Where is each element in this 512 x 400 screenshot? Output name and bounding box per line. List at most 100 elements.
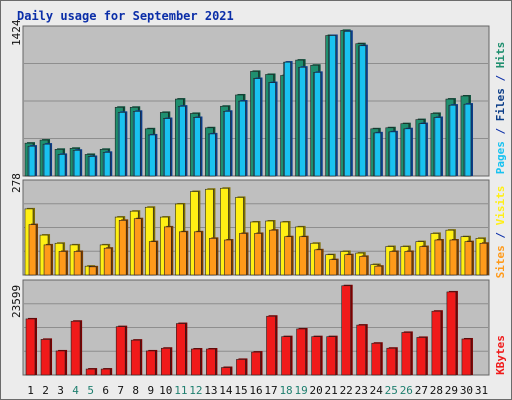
x-tick-label: 21 bbox=[325, 384, 338, 397]
x-tick-label: 1 bbox=[27, 384, 34, 397]
x-tick-label: 29 bbox=[445, 384, 458, 397]
sites-bar bbox=[479, 242, 488, 276]
x-tick-label: 27 bbox=[415, 384, 428, 397]
x-tick-label: 8 bbox=[132, 384, 139, 397]
sites-bar bbox=[269, 229, 277, 276]
kbytes-bar bbox=[176, 323, 186, 376]
sites-bar bbox=[299, 236, 307, 276]
sites-bar bbox=[179, 231, 187, 276]
pages-bar bbox=[209, 133, 216, 177]
hits-files-pages-bars bbox=[24, 29, 488, 177]
pages-bar bbox=[329, 35, 336, 177]
sites-bar bbox=[254, 233, 262, 276]
sites-bar bbox=[43, 244, 52, 276]
kbytes-bar bbox=[130, 339, 141, 376]
x-tick-label: 25 bbox=[385, 384, 398, 397]
series-label-part: KBytes bbox=[494, 335, 507, 375]
kbytes-bar bbox=[356, 324, 367, 376]
pages-bar bbox=[58, 154, 66, 177]
pages-bar bbox=[404, 128, 412, 177]
x-tick-label: 19 bbox=[294, 384, 307, 397]
kbytes-bar bbox=[446, 291, 457, 376]
visits-sites-panel: 278 Sites / Visits bbox=[10, 173, 507, 278]
kbytes-bar bbox=[191, 348, 201, 376]
x-tick-label: 31 bbox=[475, 384, 488, 397]
pages-bar bbox=[103, 152, 111, 177]
pages-bar bbox=[88, 156, 96, 177]
kbytes-bar bbox=[100, 368, 111, 376]
sites-bar bbox=[404, 251, 413, 276]
sites-bar bbox=[133, 218, 142, 276]
x-tick-label: 5 bbox=[87, 384, 94, 397]
pages-bar bbox=[194, 117, 201, 177]
visits-ymax-label: 278 bbox=[10, 173, 23, 193]
x-tick-label: 2 bbox=[42, 384, 49, 397]
pages-bar bbox=[434, 117, 442, 177]
pages-bar bbox=[344, 31, 351, 177]
x-axis-day-labels: 1 2 3 4 5 6 7 8 9 10 11 12 13 14 15 16 17 18 19 20 21 22 23 24 2… bbox=[27, 384, 488, 397]
sites-bar bbox=[73, 251, 82, 276]
pages-bar bbox=[449, 104, 457, 177]
x-tick-label: 9 bbox=[147, 384, 154, 397]
pages-bar bbox=[133, 111, 141, 177]
pages-bar bbox=[163, 118, 171, 177]
sites-bar bbox=[28, 224, 37, 276]
pages-bar bbox=[254, 78, 261, 177]
x-tick-label: 13 bbox=[204, 384, 217, 397]
sites-bar bbox=[148, 241, 157, 276]
series-label-part: Files bbox=[494, 88, 507, 121]
x-tick-label: 16 bbox=[249, 384, 262, 397]
hits-ymax-label: 1424 bbox=[10, 19, 23, 46]
x-tick-label: 20 bbox=[310, 384, 323, 397]
x-tick-label: 24 bbox=[370, 384, 384, 397]
sites-bar bbox=[374, 265, 383, 276]
pages-bar bbox=[43, 143, 51, 177]
sites-bar bbox=[389, 251, 398, 276]
kbytes-bar bbox=[341, 285, 351, 376]
kbytes-panel: 23599 KBytes bbox=[10, 279, 507, 376]
hits-files-pages-label: Pages / Files / Hits bbox=[494, 42, 507, 175]
kbytes-bar bbox=[386, 347, 397, 376]
sites-bar bbox=[344, 254, 352, 276]
pages-bar bbox=[28, 145, 36, 177]
sites-bar bbox=[464, 241, 473, 276]
kbytes-bar bbox=[236, 359, 246, 376]
series-label-part: / bbox=[494, 121, 507, 141]
x-tick-label: 15 bbox=[234, 384, 247, 397]
pages-bar bbox=[359, 45, 367, 177]
sites-bar bbox=[194, 231, 202, 276]
pages-bar bbox=[299, 66, 306, 177]
sites-bar bbox=[88, 266, 97, 276]
x-tick-label: 23 bbox=[355, 384, 368, 397]
kbytes-bar bbox=[461, 338, 472, 376]
kbytes-bar bbox=[266, 315, 276, 376]
pages-bar bbox=[118, 112, 126, 177]
sites-bar bbox=[118, 220, 127, 276]
x-tick-label: 28 bbox=[430, 384, 443, 397]
kbytes-bar bbox=[221, 367, 231, 376]
pages-bar bbox=[73, 150, 81, 177]
sites-bar bbox=[419, 246, 428, 276]
sites-bar bbox=[239, 233, 247, 276]
kbytes-bar bbox=[70, 320, 81, 376]
x-tick-label: 14 bbox=[219, 384, 233, 397]
kbytes-bar bbox=[401, 332, 412, 376]
kbytes-bar bbox=[416, 337, 427, 376]
series-label-part: Visits bbox=[494, 186, 507, 226]
sites-bar bbox=[359, 256, 368, 276]
series-label-part: / bbox=[494, 225, 507, 245]
kbytes-bar bbox=[251, 351, 261, 376]
sites-bar bbox=[163, 226, 172, 276]
kbytes-bar bbox=[431, 310, 442, 376]
x-tick-label: 12 bbox=[189, 384, 202, 397]
x-tick-label: 26 bbox=[400, 384, 413, 397]
x-tick-label: 4 bbox=[72, 384, 79, 397]
kbytes-bar bbox=[281, 336, 291, 376]
kbytes-bar bbox=[326, 336, 336, 376]
pages-bar bbox=[239, 100, 246, 177]
pages-bar bbox=[224, 111, 231, 177]
sites-bar bbox=[314, 249, 322, 276]
sites-bar bbox=[58, 251, 67, 276]
pages-bar bbox=[419, 123, 427, 177]
